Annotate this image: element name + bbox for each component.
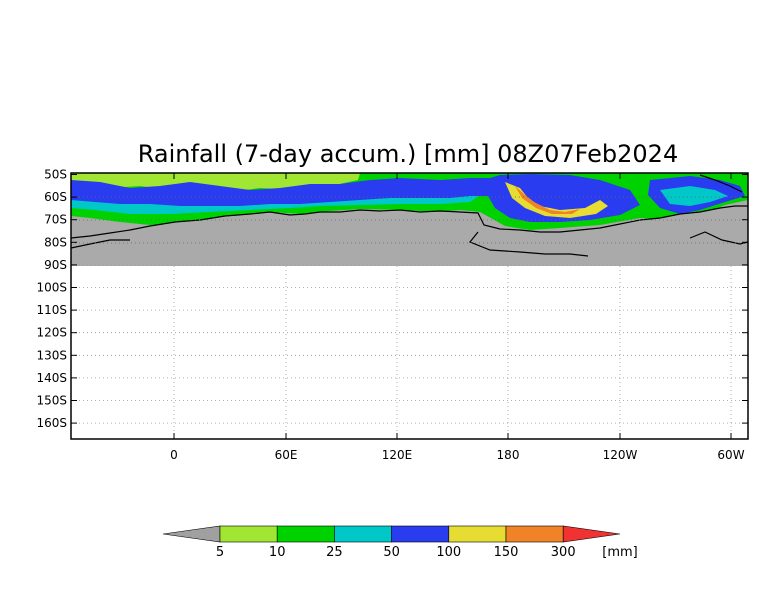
colorbar-label: 300 <box>551 545 576 560</box>
lat-label: 80S <box>44 235 67 249</box>
lat-label: 100S <box>36 281 67 295</box>
lon-label: 180 <box>497 448 520 462</box>
rain-east-cyan <box>660 186 728 206</box>
lat-label: 50S <box>44 168 67 182</box>
colorbar-label: 100 <box>436 545 461 560</box>
rain-band-blue <box>71 174 640 222</box>
coastline-west <box>70 239 130 249</box>
grid-lower <box>71 264 748 439</box>
map-title: Rainfall (7-day accum.) [mm] 08Z07Feb202… <box>138 140 678 168</box>
rainfall-field <box>70 173 749 266</box>
lon-labels: 0 60E 120E 180 120W 60W <box>170 173 745 462</box>
colorbar-underflow-arrow <box>162 525 221 543</box>
rain-core-orange <box>515 186 580 214</box>
lat-label: 160S <box>36 416 67 430</box>
colorbar-label: 150 <box>494 545 519 560</box>
colorbar-segment <box>276 525 335 543</box>
colorbar-segment <box>505 525 564 543</box>
lat-label: 90S <box>44 258 67 272</box>
lat-label: 120S <box>36 326 67 340</box>
coastline-ross <box>469 231 589 257</box>
lon-label: 120E <box>382 448 413 462</box>
colorbar-label: 5 <box>216 545 224 560</box>
lat-label: 70S <box>44 213 67 227</box>
colorbar-segment <box>391 525 450 543</box>
antarctica-land-coast <box>71 206 748 266</box>
colorbar-label: 10 <box>269 545 286 560</box>
lat-label: 130S <box>36 348 67 362</box>
lat-label: 150S <box>36 394 67 408</box>
lat-label: 60S <box>44 190 67 204</box>
colorbar-segment <box>448 525 507 543</box>
rain-core-yellow <box>505 182 608 218</box>
coastline-peninsula <box>689 174 749 245</box>
lat-label: 140S <box>36 371 67 385</box>
colorbar-label: 50 <box>383 545 400 560</box>
lon-label: 120W <box>603 448 638 462</box>
lon-label: 60W <box>717 448 744 462</box>
colorbar-segment <box>219 525 278 543</box>
colorbar-overflow-arrow <box>562 525 621 543</box>
grid-upper <box>71 196 748 244</box>
lon-label: 60E <box>275 448 298 462</box>
colorbar-unit: [mm] <box>602 545 637 560</box>
lat-labels: 50S 60S 70S 80S 90S 100S 110S 120S 130S 140S 150S 1… <box>36 168 748 430</box>
lon-label: 0 <box>170 448 178 462</box>
colorbar-segment <box>334 525 392 543</box>
colorbar: 5 10 25 50 100 150 300 [mm] <box>162 525 638 560</box>
lat-label: 110S <box>36 303 67 317</box>
colorbar-label: 25 <box>326 545 343 560</box>
map-frame <box>70 172 749 440</box>
